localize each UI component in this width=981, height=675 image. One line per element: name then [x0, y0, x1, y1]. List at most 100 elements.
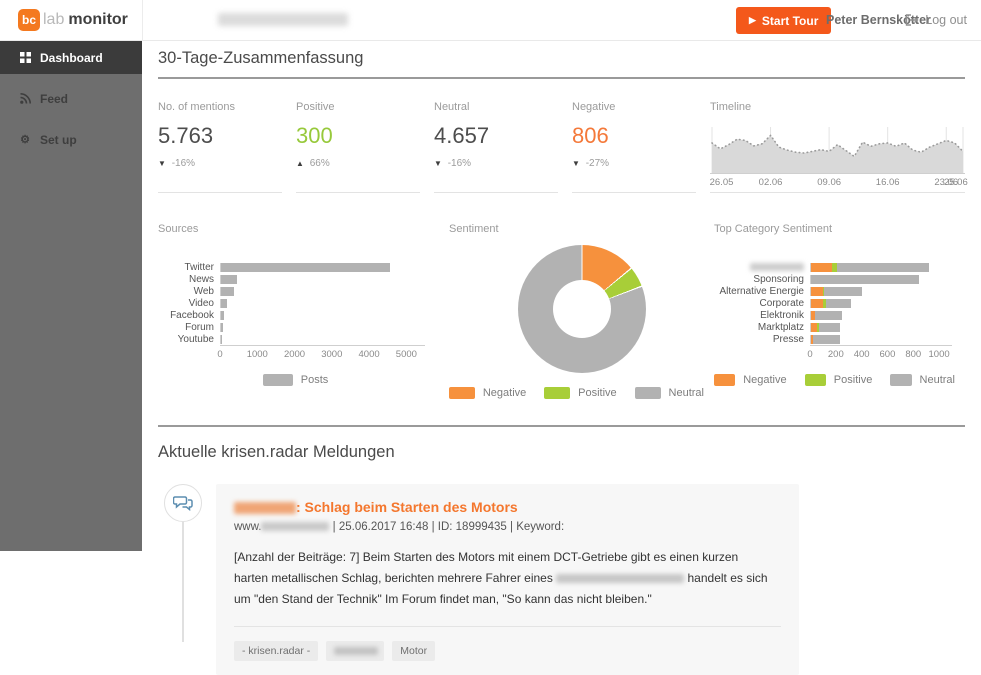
bar-segment	[811, 274, 919, 284]
arrow-up-icon: ▲	[296, 159, 304, 168]
metric-label: No. of mentions	[158, 101, 236, 113]
feed-tag: Motor	[392, 641, 436, 661]
bar-category-label: Video	[188, 297, 214, 309]
redacted-body-text	[556, 574, 685, 584]
bar-row: Twitter	[158, 261, 443, 273]
bar-category-label: Corporate	[759, 297, 804, 309]
bar-segment	[221, 274, 237, 284]
bar-row: Corporate	[714, 297, 965, 309]
axis-tick: 0	[217, 349, 223, 360]
bar-row: Web	[158, 285, 443, 297]
legend-label: Positive	[578, 387, 617, 399]
bar-row: Youtube	[158, 333, 443, 345]
axis-tick: 600	[879, 349, 896, 360]
bar-segment	[221, 334, 222, 344]
gear-icon: ⚙	[20, 134, 30, 146]
bar-row: Video	[158, 297, 443, 309]
timeline-tick: 16.06	[875, 177, 900, 188]
sources-chart: Twitter News Web Video Facebook Forum Youtube 0…	[158, 261, 443, 360]
start-tour-label: Start Tour	[761, 13, 819, 28]
bar-segment	[823, 298, 827, 308]
logo-badge: bc	[18, 9, 40, 31]
axis-tick: 3000	[321, 349, 343, 360]
feed-item-title-link[interactable]: : Schlag beim Starten des Motors	[234, 499, 781, 515]
sentiment-panel: Sentiment Negative Positive Neutral	[449, 223, 714, 399]
main-content: 30-Tage-Zusammenfassung No. of mentions 5…	[142, 41, 981, 675]
metric-positive: Positive 300 ▲ 66%	[296, 101, 420, 193]
feed-meta-rest: | 25.06.2017 16:48 | ID: 18999435 | Keyw…	[329, 521, 565, 533]
bar-track	[810, 286, 952, 296]
axis-tick: 400	[853, 349, 870, 360]
bar-category-label: Elektronik	[760, 309, 804, 321]
bar-track	[220, 262, 425, 272]
sidebar-item-set-up[interactable]: ⚙ Set up	[0, 123, 142, 156]
metric-change-value: -16%	[168, 158, 196, 169]
metric-change-value: 66%	[306, 158, 330, 169]
logout-label: Log out	[925, 13, 967, 27]
axis-tick: 1000	[928, 349, 950, 360]
bar-axis-row: 0 200 400 600 800 1000	[807, 345, 952, 360]
bar-track	[220, 310, 425, 320]
start-tour-button[interactable]: ▶ Start Tour	[736, 7, 832, 34]
metric-value: 806	[572, 123, 609, 148]
timeline-chart	[710, 121, 965, 173]
bar-row: News	[158, 273, 443, 285]
feed-card: : Schlag beim Starten des Motors www. | …	[216, 484, 799, 675]
bar-axis: 0 1000 2000 3000 4000 5000	[217, 345, 425, 360]
sidebar: Dashboard Feed ⚙ Set up	[0, 41, 142, 551]
bar-category-label	[714, 262, 810, 273]
legend-label: Positive	[833, 374, 873, 386]
redacted-category-label	[750, 262, 804, 271]
bar-row: Forum	[158, 321, 443, 333]
bar-category-label: Marktplatz	[757, 321, 804, 333]
bar-track	[810, 262, 952, 272]
legend-swatch	[804, 374, 826, 386]
bar-category-label: Forum	[185, 321, 214, 333]
bar-segment	[811, 334, 813, 344]
bar-category-label: News	[188, 273, 214, 285]
play-icon: ▶	[749, 15, 756, 25]
logout-icon	[906, 14, 919, 26]
bar-segment	[221, 298, 227, 308]
bar-segment	[811, 298, 824, 308]
metric-label: Positive	[296, 101, 335, 113]
bar-category-label: Sponsoring	[753, 273, 804, 285]
legend-label: Neutral	[919, 374, 955, 386]
legend-swatch	[544, 387, 571, 399]
bar-row: Elektronik	[714, 309, 965, 321]
bar-segment	[815, 310, 843, 320]
legend-label: Negative	[482, 387, 527, 399]
section-rule	[158, 77, 965, 79]
sidebar-item-label: Set up	[40, 132, 77, 147]
logout-button[interactable]: Log out	[905, 13, 967, 27]
bar-track	[810, 334, 952, 344]
chat-bubbles-icon	[173, 496, 193, 511]
sources-panel: Sources Twitter News Web Video Facebook Forum…	[158, 223, 443, 399]
timeline-tick: 09.06	[817, 177, 842, 188]
sidebar-item-feed[interactable]: Feed	[0, 82, 142, 115]
sidebar-item-dashboard[interactable]: Dashboard	[0, 41, 142, 74]
sidebar-item-label: Feed	[40, 91, 69, 106]
app-logo: bc lab monitor	[18, 9, 142, 31]
feed-url-prefix: www.	[234, 521, 262, 533]
metric-label: Neutral	[434, 101, 470, 113]
bar-segment	[837, 262, 929, 272]
bar-track	[220, 322, 425, 332]
user-name[interactable]: Peter Bernskötter	[826, 13, 931, 27]
bar-row: Sponsoring	[714, 273, 965, 285]
metric-change-value: -27%	[582, 158, 610, 169]
donut-hole	[552, 280, 611, 338]
redacted-tag-text	[334, 647, 379, 656]
bar-track	[220, 334, 425, 344]
feed-card-divider	[234, 626, 781, 627]
feed-item-type-badge	[164, 484, 202, 522]
redacted-title-keyword	[234, 502, 296, 515]
bar-segment	[816, 322, 819, 332]
metric-change: ▼ -16%	[434, 158, 558, 169]
timeline-svg	[711, 127, 964, 173]
sources-label: Sources	[158, 223, 199, 235]
bar-category-label: Presse	[772, 333, 804, 345]
sentiment-label: Sentiment	[449, 223, 499, 235]
feed-tag: - krisen.radar -	[234, 641, 319, 661]
feed-tags: - krisen.radar - Motor	[234, 641, 781, 661]
